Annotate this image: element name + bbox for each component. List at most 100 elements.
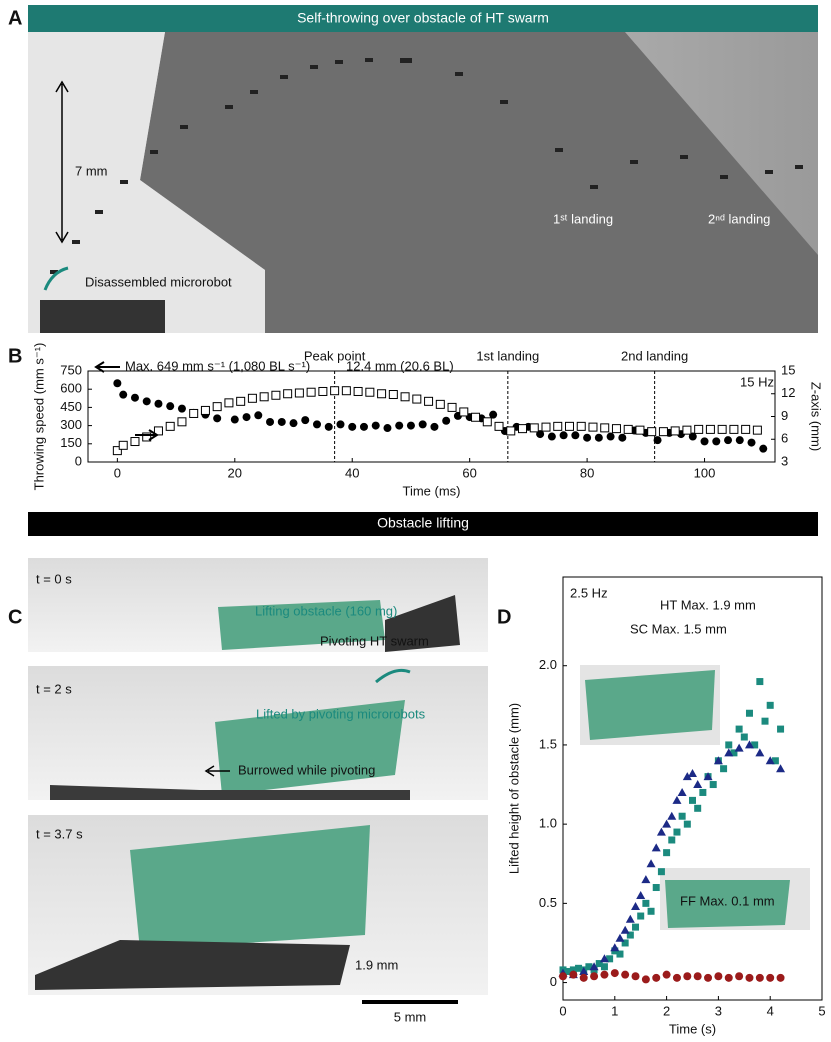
panel-label: C	[8, 606, 22, 628]
y-tick-label: 600	[60, 381, 82, 396]
series-label: FF Max. 0.1 mm	[680, 893, 775, 908]
point	[729, 424, 739, 434]
point	[635, 425, 645, 435]
point	[741, 424, 751, 434]
point	[489, 410, 498, 419]
point	[571, 431, 580, 440]
point	[713, 756, 723, 765]
point	[599, 954, 609, 963]
point	[703, 772, 713, 781]
time-label: t = 2 s	[36, 681, 72, 696]
x-tick-label: 100	[694, 465, 716, 480]
point	[283, 389, 293, 399]
point	[672, 795, 682, 804]
point	[717, 424, 727, 434]
point	[518, 424, 528, 434]
series-label: HT Max. 1.9 mm	[660, 597, 756, 612]
point	[735, 725, 743, 733]
point	[647, 907, 655, 915]
landing-label: 2ⁿᵈ landing	[708, 211, 770, 226]
point	[756, 678, 764, 686]
caption: Pivoting HT swarm	[320, 633, 429, 648]
point	[576, 421, 586, 431]
point	[585, 963, 593, 971]
caption: 1.9 mm	[355, 957, 398, 972]
point	[631, 972, 640, 981]
teal-arrow	[43, 266, 69, 291]
point	[693, 780, 703, 789]
annotation: 12.4 mm (20.6 BL)	[346, 358, 454, 373]
point	[348, 422, 357, 431]
y-tick-label: 450	[60, 399, 82, 414]
x-tick-label: 3	[715, 1003, 722, 1018]
caption: Lifting obstacle (160 mg)	[255, 603, 397, 618]
point	[637, 912, 645, 920]
point	[590, 972, 599, 981]
point	[730, 749, 738, 757]
point	[735, 972, 744, 981]
point	[656, 827, 666, 836]
point	[745, 973, 754, 982]
point	[776, 764, 786, 773]
point	[254, 411, 263, 420]
point	[747, 438, 756, 447]
point	[424, 396, 434, 406]
point	[553, 421, 563, 431]
point	[435, 399, 445, 409]
point	[704, 973, 713, 982]
x-tick-label: 2	[663, 1003, 670, 1018]
y-tick-label: 750	[60, 362, 82, 377]
point	[447, 402, 457, 412]
point	[600, 970, 609, 979]
point	[165, 421, 175, 431]
point	[400, 392, 410, 402]
plot-frame	[562, 576, 823, 1001]
point	[615, 933, 625, 942]
panel-label: A	[8, 7, 22, 29]
y2-axis-label: Z-axis (mm)	[809, 382, 824, 451]
point	[683, 820, 691, 828]
point	[751, 741, 759, 749]
point	[412, 394, 422, 404]
point	[595, 960, 603, 968]
point	[112, 446, 122, 456]
photos	[28, 558, 488, 1004]
point	[616, 950, 624, 958]
point	[365, 387, 375, 397]
point	[559, 972, 567, 981]
x-tick-label: 60	[462, 465, 476, 480]
point	[766, 973, 775, 982]
point	[625, 914, 635, 923]
x-tick-label: 40	[345, 465, 359, 480]
point	[621, 939, 629, 947]
panel-label: D	[497, 606, 511, 628]
y2-tick-label: 6	[781, 431, 788, 446]
x-axis-label: Time (s)	[669, 1021, 716, 1036]
point	[626, 931, 634, 939]
point	[259, 392, 269, 402]
point	[759, 444, 768, 453]
caption: Burrowed while pivoting	[238, 762, 375, 777]
point	[583, 433, 592, 442]
obstacle	[140, 32, 818, 333]
point	[623, 424, 633, 434]
caption: Lifted by pivoting microrobots	[256, 706, 426, 721]
robot-label: Disassembled microrobot	[85, 274, 232, 289]
point	[494, 421, 504, 431]
point	[766, 701, 774, 709]
point	[213, 414, 222, 423]
point	[118, 440, 128, 450]
point	[662, 819, 672, 828]
landing-label: 1ˢᵗ landing	[553, 211, 613, 226]
x-tick-label: 20	[228, 465, 242, 480]
point	[699, 788, 707, 796]
point	[600, 963, 608, 971]
point	[694, 424, 704, 434]
arrow	[135, 429, 159, 441]
scale-label: 7 mm	[75, 163, 108, 178]
point	[641, 975, 650, 984]
point	[406, 421, 415, 430]
point	[230, 415, 239, 424]
point	[589, 962, 599, 971]
point	[606, 432, 615, 441]
